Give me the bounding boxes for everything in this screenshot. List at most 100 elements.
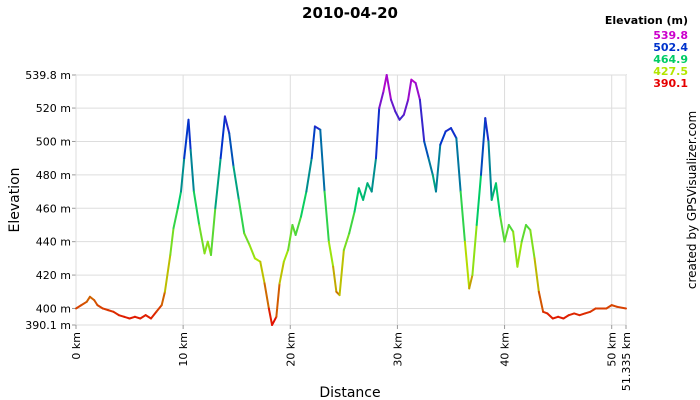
elevation-segment (183, 118, 190, 160)
elevation-segment (332, 265, 338, 293)
elevation-segment (139, 314, 147, 320)
elevation-segment (475, 173, 482, 226)
chart-title: 2010-04-20 (302, 4, 398, 22)
elevation-segment (278, 260, 285, 285)
x-axis-title: Distance (319, 385, 380, 400)
elevation-segment (342, 232, 351, 252)
elevation-segment (524, 223, 532, 231)
elevation-segment (232, 165, 240, 201)
elevation-segment (394, 110, 401, 121)
elevation-segment (219, 115, 226, 160)
elevation-segment (155, 304, 163, 313)
elevation-segment (444, 127, 452, 133)
legend-value: 390.1 (653, 77, 688, 90)
x-tick-label: 20 km (284, 332, 297, 367)
elevation-segment (149, 310, 158, 320)
elevation-segment (512, 230, 519, 268)
elevation-segment (253, 257, 262, 263)
elevation-segment (189, 148, 195, 193)
elevation-segment (323, 190, 330, 243)
elevation-segment (287, 223, 294, 252)
credit: created by GPSVisualizer.com (685, 111, 699, 289)
elevation-segment (353, 187, 360, 213)
elevation-segment (484, 117, 490, 143)
x-tick-label: 0 km (70, 332, 83, 360)
elevation-segment (494, 182, 502, 218)
elevation-segment (407, 78, 413, 101)
elevation-segment (516, 240, 523, 268)
y-tick-label: 400 m (36, 302, 71, 315)
elevation-segment (423, 140, 430, 160)
elevation-segment (533, 257, 540, 293)
y-tick-label: 460 m (36, 202, 71, 215)
elevation-segment (357, 187, 365, 201)
elevation-segment (282, 249, 290, 263)
elevation-segment (198, 223, 206, 255)
elevation-segment (385, 74, 392, 101)
elevation-segment (319, 128, 326, 193)
elevation-segment (144, 314, 152, 320)
elevation-segment (263, 282, 270, 310)
elevation-segment (414, 82, 421, 101)
x-tick-label: 30 km (391, 332, 404, 367)
elevation-segment (192, 190, 201, 226)
elevation-segment (537, 290, 545, 313)
elevation-segment (223, 115, 231, 135)
elevation-segment (503, 223, 510, 243)
elevation-segment (348, 210, 356, 235)
elevation-segment (310, 125, 316, 160)
elevation-segment (589, 307, 597, 313)
legend-value: 502.4 (653, 41, 688, 54)
elevation-segment (169, 227, 175, 257)
elevation-segment (370, 157, 377, 193)
elevation-segment (259, 260, 266, 285)
elevation-segment (562, 314, 570, 320)
elevation-segment (487, 140, 493, 201)
elevation-segment (179, 157, 186, 193)
elevation-segment (75, 304, 83, 310)
elevation-segment (327, 240, 335, 268)
elevation-segment (546, 312, 554, 320)
elevation-segment (490, 182, 497, 201)
elevation-segment (439, 130, 447, 146)
x-tick-label: 40 km (499, 332, 512, 367)
elevation-segment (172, 207, 179, 230)
elevation-segment (163, 254, 172, 293)
elevation-segment (374, 107, 381, 160)
elevation-segment (471, 223, 478, 277)
y-tick-label: 539.8 m (25, 69, 71, 82)
elevation-segment (299, 190, 308, 218)
elevation-segment (160, 290, 166, 307)
elevation-segment (338, 249, 345, 297)
elevation-segment (96, 304, 104, 310)
elevation-segment (455, 137, 462, 193)
y-tick-label: 420 m (36, 269, 71, 282)
elevation-segment (418, 98, 426, 143)
elevation-segment (378, 90, 385, 110)
elevation-segment (248, 244, 256, 260)
legend-title: Elevation (m) (605, 14, 688, 27)
elevation-segment (294, 215, 302, 236)
elevation-segment (616, 305, 627, 310)
elevation-segment (214, 157, 222, 210)
y-tick-label: 500 m (36, 135, 71, 148)
y-tick-label: 520 m (36, 102, 71, 115)
elevation-segment (499, 215, 506, 243)
elevation-segment (427, 157, 434, 176)
elevation-segment (520, 223, 527, 243)
elevation-segment (228, 132, 235, 168)
elevation-segment (402, 98, 410, 116)
elevation-segment (434, 143, 442, 193)
elevation-segment (362, 182, 369, 201)
elevation-segment (468, 274, 474, 290)
legend-value: 539.8 (653, 29, 688, 42)
plot-area (75, 74, 627, 326)
legend-value: 427.5 (653, 65, 688, 78)
elevation-segment (176, 190, 182, 210)
elevation-segment (209, 207, 217, 257)
elevation-segment (398, 113, 405, 121)
y-tick-label: 390.1 m (25, 319, 71, 332)
elevation-segment (271, 315, 278, 326)
elevation-segment (449, 127, 458, 140)
